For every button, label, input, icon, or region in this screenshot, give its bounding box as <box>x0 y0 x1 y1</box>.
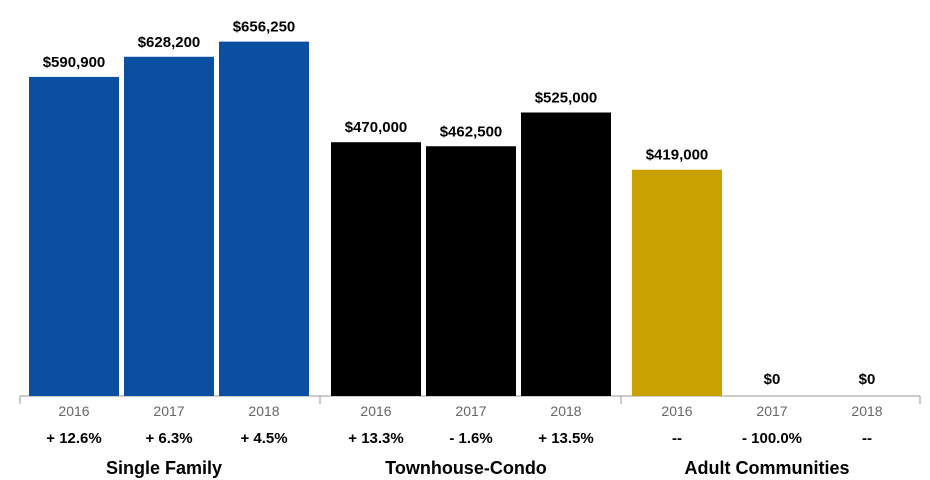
change-label-0-0: + 12.6% <box>46 430 101 447</box>
year-label-1-2: 2018 <box>550 403 581 419</box>
change-label-2-0: -- <box>672 430 682 447</box>
year-label-0-1: 2017 <box>153 403 184 419</box>
change-label-2-1: - 100.0% <box>742 430 802 447</box>
change-label-1-1: - 1.6% <box>449 430 492 447</box>
bar-1-0 <box>331 142 421 396</box>
group-label-1: Townhouse-Condo <box>385 458 547 478</box>
year-label-0-0: 2016 <box>58 403 89 419</box>
bar-0-2 <box>219 41 309 396</box>
value-label-1-1: $462,500 <box>440 123 503 140</box>
value-label-1-0: $470,000 <box>345 119 408 136</box>
change-label-2-2: -- <box>862 430 872 447</box>
year-label-2-2: 2018 <box>851 403 882 419</box>
change-label-0-2: + 4.5% <box>240 430 287 447</box>
group-label-2: Adult Communities <box>685 458 850 478</box>
value-label-0-0: $590,900 <box>43 54 106 71</box>
year-label-2-0: 2016 <box>661 403 692 419</box>
change-label-1-0: + 13.3% <box>348 430 403 447</box>
bar-0-0 <box>29 76 119 396</box>
change-label-0-1: + 6.3% <box>145 430 192 447</box>
year-label-2-1: 2017 <box>756 403 787 419</box>
year-label-1-1: 2017 <box>455 403 486 419</box>
bar-2-0 <box>632 169 722 396</box>
year-label-0-2: 2018 <box>248 403 279 419</box>
bar-1-1 <box>426 146 516 396</box>
change-label-1-2: + 13.5% <box>538 430 593 447</box>
value-label-0-2: $656,250 <box>233 19 296 36</box>
bar-1-2 <box>521 112 611 396</box>
group-label-0: Single Family <box>106 458 222 478</box>
bar-0-1 <box>124 56 214 396</box>
value-label-2-2: $0 <box>859 371 876 388</box>
labels: $590,900 2016 + 12.6% $628,200 2017 + 6.3% $65… <box>43 19 883 478</box>
bars <box>29 41 722 396</box>
value-label-2-0: $419,000 <box>646 147 709 164</box>
value-label-1-2: $525,000 <box>535 90 598 107</box>
value-label-2-1: $0 <box>764 371 781 388</box>
value-label-0-1: $628,200 <box>138 34 201 51</box>
year-label-1-0: 2016 <box>360 403 391 419</box>
